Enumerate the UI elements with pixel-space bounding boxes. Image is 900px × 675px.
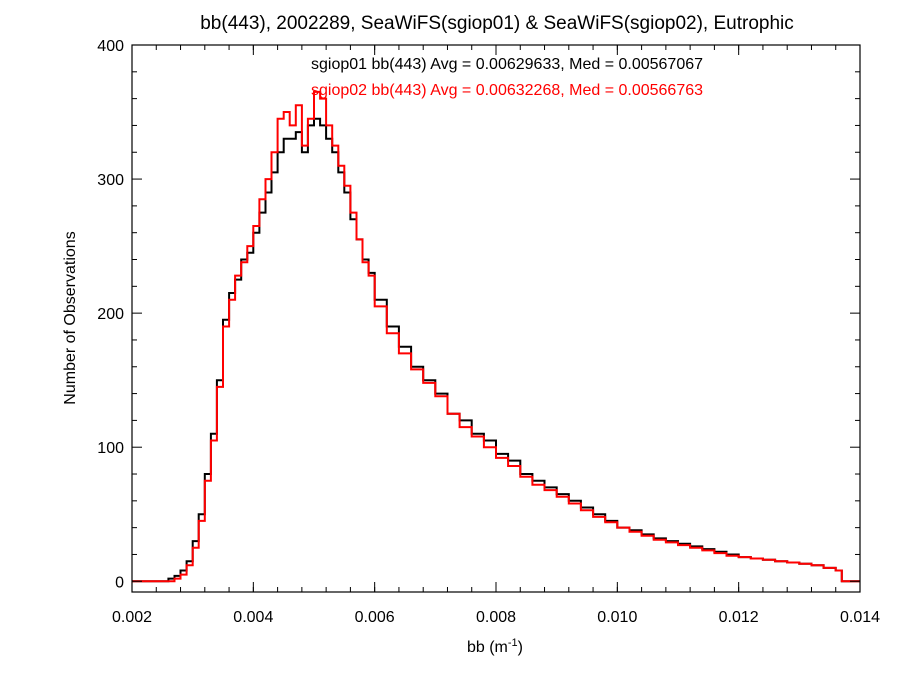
x-tick-label: 0.014 (840, 609, 880, 626)
y-axis-label: Number of Observations (62, 231, 79, 404)
x-tick-label: 0.010 (597, 609, 637, 626)
annotation-sgiop02: sgiop02 bb(443) Avg = 0.00632268, Med = … (311, 82, 703, 99)
y-tick-label: 400 (97, 38, 124, 55)
y-tick-label: 100 (97, 440, 124, 457)
y-tick-label: 200 (97, 306, 124, 323)
chart-title: bb(443), 2002289, SeaWiFS(sgiop01) & Sea… (200, 13, 794, 34)
x-tick-label: 0.012 (719, 609, 759, 626)
x-axis-label-main: bb (m (467, 639, 508, 656)
y-tick-label: 0 (115, 574, 124, 591)
series-sgiop02-line (132, 90, 860, 583)
y-axis: 0 100 200 300 400 (97, 38, 860, 591)
series-layer (132, 90, 860, 583)
annotation-sgiop01: sgiop01 bb(443) Avg = 0.00629633, Med = … (311, 56, 703, 73)
x-tick-label: 0.004 (233, 609, 273, 626)
y-tick-label: 300 (97, 172, 124, 189)
x-axis-label-sup: -1 (508, 637, 518, 649)
x-tick-label: 0.006 (355, 609, 395, 626)
x-axis-label: bb (m-1) (467, 637, 523, 656)
x-tick-label: 0.008 (476, 609, 516, 626)
x-tick-label: 0.002 (112, 609, 152, 626)
x-axis-label-close: ) (518, 639, 523, 656)
x-axis: 0.002 0.004 0.006 0.008 0.010 0.012 0.014 (112, 45, 880, 626)
